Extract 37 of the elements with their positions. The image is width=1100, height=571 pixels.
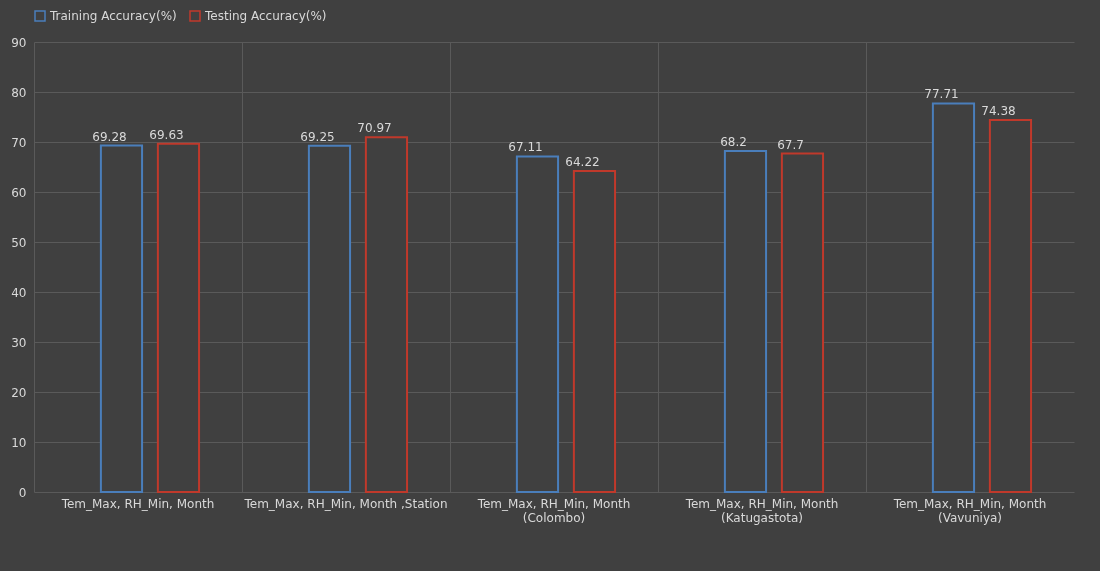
data-label: 69.63 (149, 127, 184, 142)
y-tick-label: 40 (11, 285, 27, 300)
bar (572, 169, 617, 493)
x-tick-label: Tem_Max, RH_Min, Month (Vavuniya) (892, 496, 1047, 525)
data-label: 69.28 (92, 129, 127, 144)
bar (515, 155, 560, 493)
bar (99, 144, 144, 493)
data-label: 74.38 (981, 104, 1016, 119)
bar (988, 119, 1033, 493)
bar (931, 102, 976, 493)
y-tick-label: 20 (11, 385, 27, 400)
y-tick-label: 50 (11, 235, 27, 250)
x-tick-label: Tem_Max, RH_Min, Month (Katugastota) (684, 496, 839, 525)
y-tick-label: 90 (11, 35, 27, 50)
data-label: 69.25 (300, 129, 335, 144)
bar (364, 136, 409, 493)
y-tick-label: 80 (11, 85, 27, 100)
data-label: 67.11 (508, 140, 543, 155)
data-label: 77.71 (924, 87, 959, 102)
data-label: 70.97 (357, 121, 392, 136)
data-label: 68.2 (720, 135, 747, 149)
legend-label: Training Accuracy(%) (49, 9, 177, 23)
y-tick-label: 60 (11, 185, 27, 200)
y-tick-label: 10 (11, 435, 27, 450)
y-tick-label: 30 (11, 335, 27, 350)
x-tick-label: Tem_Max, RH_Min, Month ,Station (243, 496, 448, 511)
bar (780, 152, 825, 493)
bar (307, 144, 352, 493)
x-tick-label: Tem_Max, RH_Min, Month (Colombo) (476, 496, 631, 525)
x-tick-label: Tem_Max, RH_Min, Month (60, 496, 215, 511)
bar (723, 150, 768, 493)
legend-label: Testing Accuracy(%) (204, 9, 327, 23)
data-label: 67.7 (777, 137, 804, 152)
bar (156, 142, 201, 493)
y-tick-label: 0 (18, 485, 27, 500)
y-tick-label: 70 (11, 135, 27, 150)
data-label: 64.22 (565, 154, 600, 169)
